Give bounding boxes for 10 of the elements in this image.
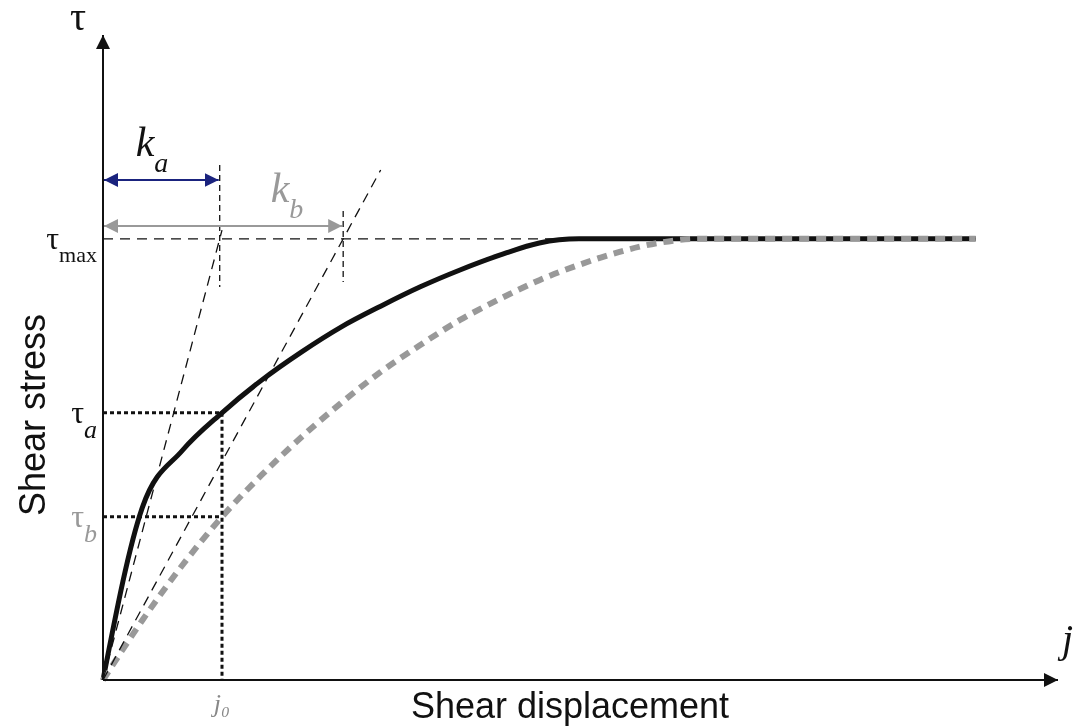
text: τ xyxy=(70,0,87,39)
y-axis-title: Shear stress xyxy=(12,313,53,517)
text: j xyxy=(1057,616,1074,661)
annotation: k$_{b}$ xyxy=(270,165,304,224)
text: j₀ xyxy=(210,689,231,718)
ref-line-label: τ$_{b}$ xyxy=(71,497,97,548)
ref-line-label: τ$_{max}$ xyxy=(46,219,97,267)
ref-line-label: τ$_{a}$ xyxy=(71,393,97,444)
x-axis-title: Shear displacement xyxy=(410,685,730,726)
annotation: k$_{a}$ xyxy=(135,119,169,178)
